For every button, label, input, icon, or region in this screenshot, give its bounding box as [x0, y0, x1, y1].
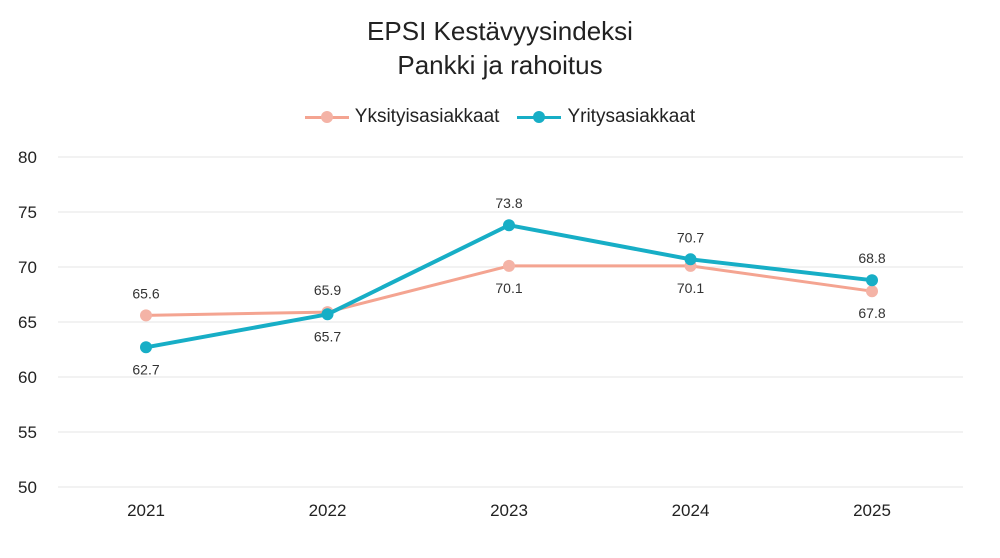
- data-point: [140, 341, 152, 354]
- x-tick-label: 2024: [672, 501, 710, 520]
- data-point: [684, 253, 697, 266]
- data-label: 70.7: [677, 229, 704, 245]
- y-tick-label: 70: [18, 258, 37, 277]
- data-label: 68.8: [858, 250, 885, 266]
- data-label: 70.1: [677, 280, 704, 296]
- data-point: [866, 285, 878, 298]
- data-point: [321, 308, 334, 321]
- data-label: 73.8: [495, 195, 522, 211]
- legend-swatch-yritysasiakkaat: [517, 110, 562, 124]
- legend-item-yritysasiakkaat: Yritysasiakkaat: [517, 106, 695, 128]
- y-tick-label: 65: [18, 313, 37, 332]
- chart-title: EPSI Kestävyysindeksi: [367, 16, 633, 46]
- y-tick-label: 60: [18, 368, 37, 387]
- data-label: 62.7: [132, 361, 159, 377]
- data-label: 70.1: [495, 280, 522, 296]
- data-label: 65.6: [132, 285, 159, 301]
- x-tick-label: 2021: [127, 501, 165, 520]
- data-point: [503, 219, 515, 232]
- x-tick-label: 2022: [309, 501, 347, 520]
- data-label: 65.7: [314, 328, 341, 344]
- data-point: [140, 309, 152, 322]
- y-tick-label: 55: [18, 423, 37, 442]
- legend-item-yksityisasiakkaat: Yksityisasiakkaat: [304, 106, 500, 128]
- x-tick-label: 2025: [853, 501, 891, 520]
- y-tick-label: 50: [18, 478, 37, 497]
- data-point: [866, 274, 878, 287]
- legend: Yksityisasiakkaat Yritysasiakkaat: [0, 106, 1000, 128]
- data-point: [503, 259, 515, 272]
- chart-subtitle: Pankki ja rahoitus: [397, 50, 603, 80]
- x-tick-label: 2023: [490, 501, 528, 520]
- y-tick-label: 75: [18, 203, 37, 222]
- legend-swatch-yksityisasiakkaat: [304, 110, 349, 124]
- y-tick-label: 80: [18, 148, 37, 167]
- legend-label: Yritysasiakkaat: [567, 106, 696, 127]
- data-label: 65.9: [314, 282, 341, 298]
- data-label: 67.8: [858, 305, 885, 321]
- legend-label: Yksityisasiakkaat: [354, 106, 500, 127]
